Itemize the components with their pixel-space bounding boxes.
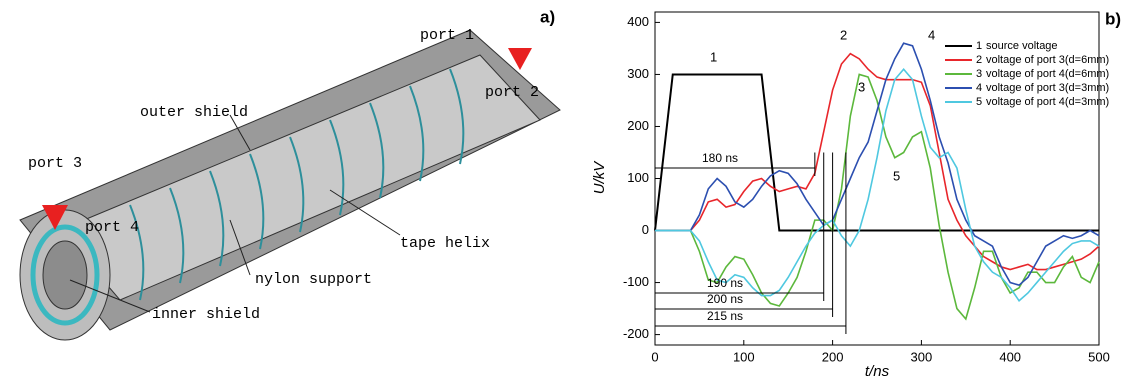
label: inner shield xyxy=(152,306,260,323)
inner-shield xyxy=(43,241,87,309)
y-tick-label: 0 xyxy=(642,222,649,237)
y-tick-label: -100 xyxy=(623,274,649,289)
legend-number: 3 xyxy=(976,68,982,80)
legend-label: voltage of port 3(d=6mm) xyxy=(986,54,1109,66)
y-tick-label: 200 xyxy=(627,118,649,133)
label: tape helix xyxy=(400,235,490,252)
curve-label: 2 xyxy=(840,27,847,42)
legend-label: voltage of port 3(d=3mm) xyxy=(986,82,1109,94)
label: port 1 xyxy=(420,27,474,44)
label: nylon support xyxy=(255,271,372,288)
x-tick-label: 100 xyxy=(733,349,755,364)
x-tick-label: 0 xyxy=(651,349,658,364)
label: port 3 xyxy=(28,155,82,172)
x-tick-label: 300 xyxy=(911,349,933,364)
chart: b) t/ns U/kV 0 100 200 300 400 500 -200 -100 0 10… xyxy=(591,9,1121,379)
duration-label: 215 ns xyxy=(707,309,743,323)
duration-label: 180 ns xyxy=(702,151,738,165)
label: port 4 xyxy=(85,219,139,236)
legend-label: source voltage xyxy=(986,40,1058,52)
x-tick-label: 400 xyxy=(999,349,1021,364)
coaxial-diagram: port 1 port 2 outer shield port 3 port 4… xyxy=(20,7,560,340)
y-axis-label: U/kV xyxy=(591,160,608,195)
legend-number: 4 xyxy=(976,82,982,94)
legend-number: 5 xyxy=(976,96,982,108)
legend-number: 2 xyxy=(976,54,982,66)
legend-label: voltage of port 4(d=3mm) xyxy=(986,96,1109,108)
panel-label: a) xyxy=(540,7,555,26)
legend-number: 1 xyxy=(976,40,982,52)
legend-label: voltage of port 4(d=6mm) xyxy=(986,68,1109,80)
x-tick-label: 500 xyxy=(1088,349,1110,364)
x-axis-label: t/ns xyxy=(865,363,890,380)
y-tick-label: 400 xyxy=(627,14,649,29)
label: outer shield xyxy=(140,104,248,121)
duration-label: 200 ns xyxy=(707,292,743,306)
y-tick-label: 100 xyxy=(627,170,649,185)
curve-label: 4 xyxy=(928,27,935,42)
curve-label: 1 xyxy=(710,49,717,64)
curve-label: 5 xyxy=(893,168,900,183)
page: {"diagram": {"panel": "a)", "labels": ["… xyxy=(0,0,1131,383)
y-tick-label: -200 xyxy=(623,326,649,341)
panel-label: b) xyxy=(1105,9,1121,28)
y-tick-label: 300 xyxy=(627,66,649,81)
duration-label: 190 ns xyxy=(707,276,743,290)
x-tick-label: 200 xyxy=(822,349,844,364)
figure: port 1 port 2 outer shield port 3 port 4… xyxy=(0,0,1131,383)
curve-label: 3 xyxy=(858,79,865,94)
label: port 2 xyxy=(485,84,539,101)
